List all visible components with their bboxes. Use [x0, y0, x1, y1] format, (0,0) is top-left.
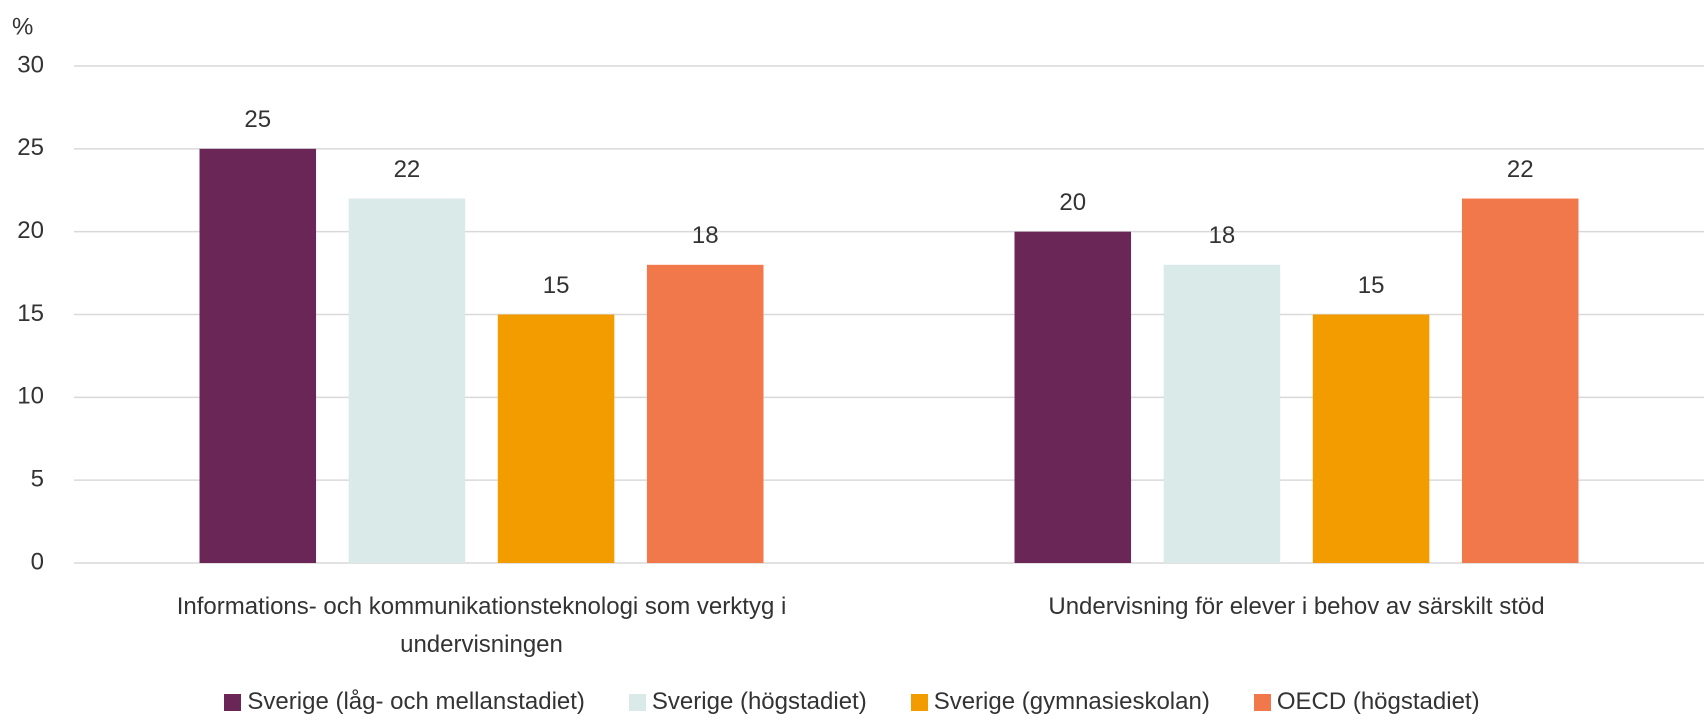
data-label: 15: [1358, 272, 1385, 299]
legend-item: Sverige (högstadiet): [628, 688, 867, 716]
legend-label: Sverige (gymnasieskolan): [933, 688, 1210, 715]
y-axis-label: %: [12, 13, 33, 40]
data-label: 18: [692, 222, 719, 249]
data-label: 22: [1507, 156, 1534, 183]
y-tick-label: 0: [31, 548, 44, 575]
data-label: 20: [1059, 189, 1086, 216]
y-tick-label: 5: [31, 466, 44, 493]
y-tick-label: 20: [17, 217, 44, 244]
legend-swatch: [910, 693, 928, 711]
bar: [1163, 264, 1281, 563]
data-label: 18: [1209, 222, 1236, 249]
bar: [497, 314, 615, 563]
bar: [1461, 198, 1579, 564]
legend-label: Sverige (högstadiet): [651, 688, 867, 715]
legend-item: Sverige (gymnasieskolan): [910, 688, 1210, 716]
legend-item: Sverige (låg- och mellanstadiet): [224, 688, 585, 716]
data-label: 22: [394, 156, 421, 183]
y-tick-label: 25: [17, 134, 44, 161]
data-label: 25: [244, 106, 271, 133]
x-tick-label: Undervisning för elever i behov av särsk…: [1048, 593, 1545, 620]
bar: [348, 198, 466, 564]
y-tick-label: 30: [17, 51, 44, 78]
legend-swatch: [224, 693, 242, 711]
y-tick-label: 10: [17, 383, 44, 410]
legend-label: Sverige (låg- och mellanstadiet): [247, 688, 585, 715]
bar: [1312, 314, 1430, 563]
legend-label: OECD (högstadiet): [1276, 688, 1480, 715]
legend: Sverige (låg- och mellanstadiet) Sverige …: [0, 688, 1704, 716]
bar: [646, 264, 764, 563]
bar: [199, 148, 317, 564]
bar: [1014, 231, 1132, 563]
x-tick-label: Informations- och kommunikationsteknolog…: [176, 593, 787, 658]
legend-item: OECD (högstadiet): [1253, 688, 1480, 716]
legend-swatch: [628, 693, 646, 711]
legend-swatch: [1253, 693, 1271, 711]
y-tick-label: 15: [17, 300, 44, 327]
data-label: 15: [543, 272, 570, 299]
